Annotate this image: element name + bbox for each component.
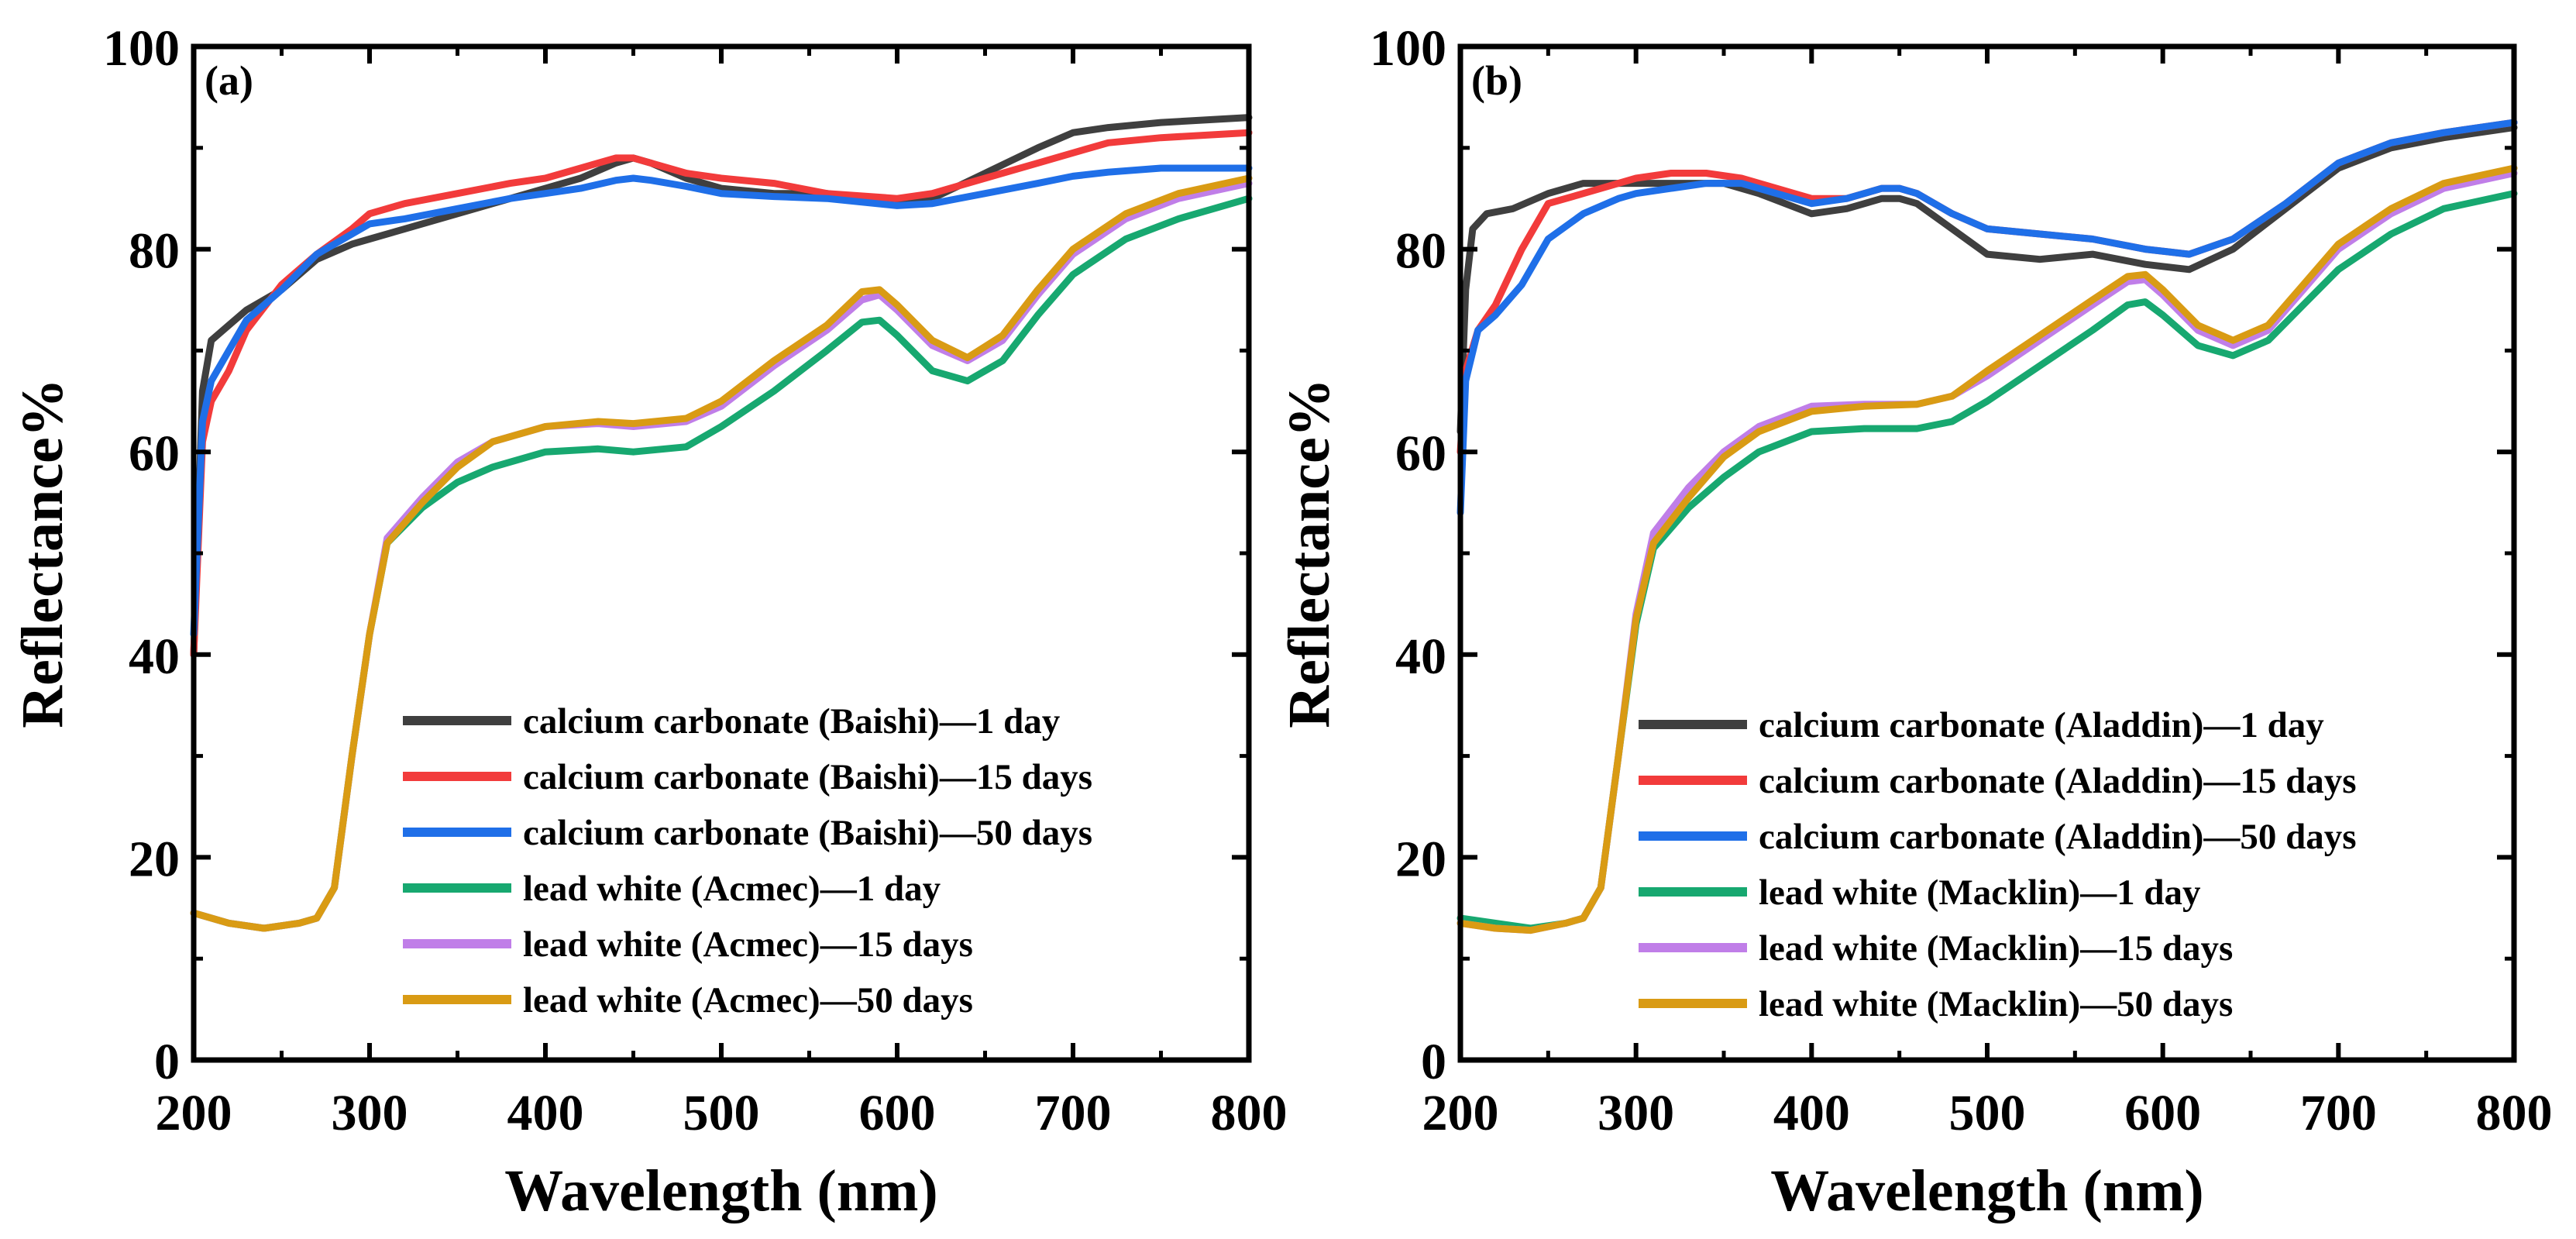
legend: calcium carbonate (Baishi)—1 day calcium … <box>403 701 1092 1020</box>
legend-label: calcium carbonate (Aladdin)—15 days <box>1759 761 2357 801</box>
legend-label: lead white (Macklin)—50 days <box>1759 984 2233 1024</box>
x-tick-label: 600 <box>859 1085 936 1141</box>
legend-label: calcium carbonate (Baishi)—15 days <box>523 757 1092 797</box>
series-line-5 <box>1457 164 2518 934</box>
x-axis-title: Wavelength (nm) <box>504 1158 937 1224</box>
x-tick-label: 300 <box>1598 1085 1674 1141</box>
legend-label: lead white (Macklin)—15 days <box>1759 928 2233 969</box>
chart-panel-0: 200 300 400 500 600 700 800 0 20 40 60 80 100 Wavelen… <box>10 20 1288 1224</box>
x-tick-label: 500 <box>1949 1085 2026 1141</box>
legend: calcium carbonate (Aladdin)—1 day calcium… <box>1639 705 2357 1024</box>
y-tick-label: 100 <box>1370 20 1446 77</box>
y-tick-label: 80 <box>1395 223 1446 280</box>
x-tick-label: 200 <box>156 1085 232 1141</box>
x-tick-label: 700 <box>1035 1085 1112 1141</box>
legend-label: calcium carbonate (Baishi)—1 day <box>523 701 1061 742</box>
legend-label: lead white (Macklin)—1 day <box>1759 872 2201 913</box>
panel-label: (b) <box>1471 57 1522 104</box>
legend-label: calcium carbonate (Baishi)—50 days <box>523 813 1092 853</box>
y-tick-label: 0 <box>154 1034 180 1090</box>
y-tick-label: 0 <box>1421 1034 1446 1090</box>
x-tick-label: 200 <box>1422 1085 1499 1141</box>
legend-label: calcium carbonate (Aladdin)—1 day <box>1759 705 2324 745</box>
chart-panel-1: 200 300 400 500 600 700 800 0 20 40 60 80 100 Wavelen… <box>1277 20 2553 1224</box>
y-tick-label: 100 <box>103 20 180 77</box>
x-tick-label: 500 <box>683 1085 760 1141</box>
x-tick-label: 400 <box>1773 1085 1850 1141</box>
x-tick-label: 800 <box>1211 1085 1288 1141</box>
legend-label: lead white (Acmec)—15 days <box>523 924 973 965</box>
y-tick-label: 40 <box>1395 628 1446 685</box>
legend-label: lead white (Acmec)—1 day <box>523 869 941 909</box>
y-tick-label: 60 <box>1395 425 1446 482</box>
x-axis-title: Wavelength (nm) <box>1770 1158 2203 1224</box>
x-tick-label: 600 <box>2124 1085 2201 1141</box>
series-line-2 <box>190 164 1253 638</box>
y-tick-label: 20 <box>1395 831 1446 887</box>
legend-label: lead white (Acmec)—50 days <box>523 980 973 1020</box>
y-tick-label: 60 <box>129 425 180 482</box>
panel-label: (a) <box>205 57 253 104</box>
legend-label: calcium carbonate (Aladdin)—50 days <box>1759 817 2357 857</box>
series-line-0 <box>1457 124 2518 435</box>
y-tick-label: 20 <box>129 831 180 887</box>
x-tick-label: 800 <box>2476 1085 2553 1141</box>
series-line-5 <box>190 174 1253 932</box>
x-tick-label: 700 <box>2300 1085 2377 1141</box>
series-line-2 <box>1457 119 2518 517</box>
x-tick-label: 300 <box>332 1085 408 1141</box>
y-tick-label: 80 <box>129 223 180 280</box>
y-axis-title: Reflectance% <box>10 378 75 728</box>
y-axis-title: Reflectance% <box>1277 378 1342 728</box>
y-tick-label: 40 <box>129 628 180 685</box>
x-tick-label: 400 <box>507 1085 584 1141</box>
